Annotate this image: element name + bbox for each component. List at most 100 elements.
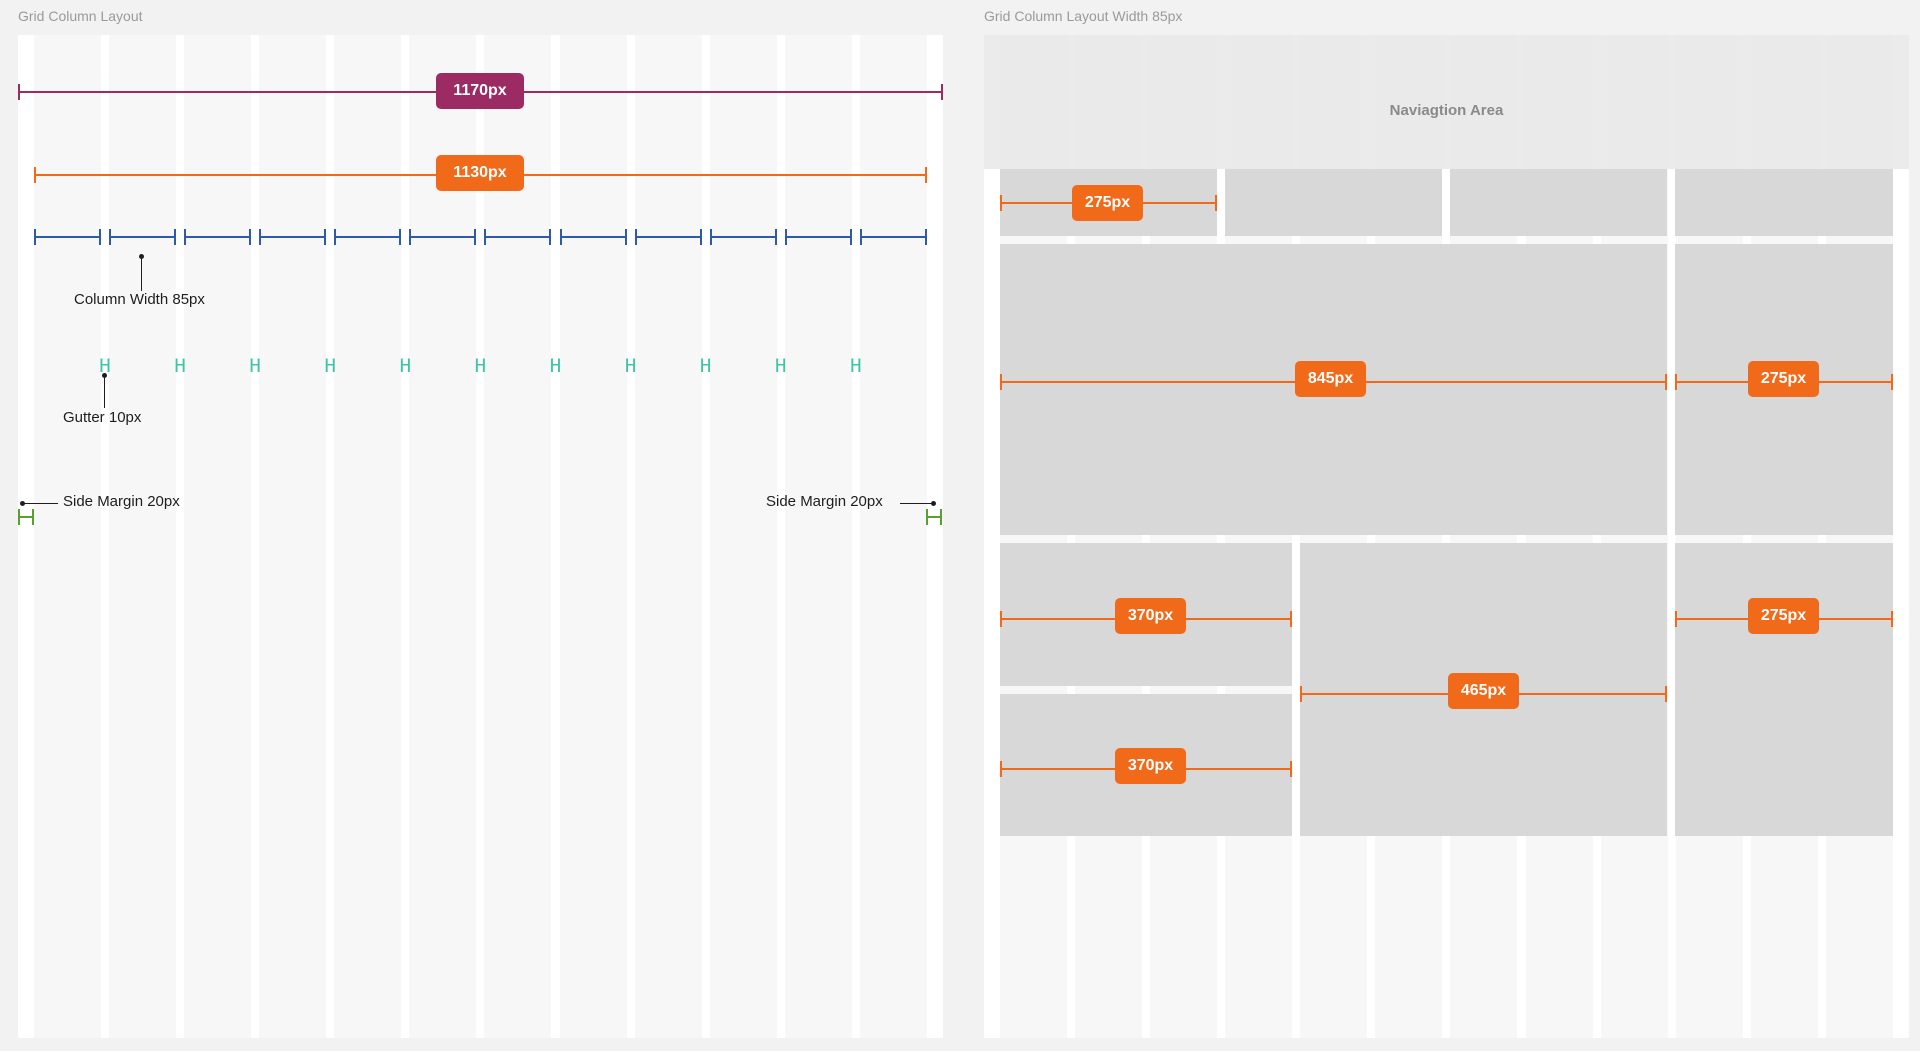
content-block-top-2	[1225, 169, 1442, 236]
container-width-badge: 1130px	[436, 155, 524, 191]
grid-column	[859, 35, 927, 1038]
gutter-pointer-line	[104, 376, 105, 408]
column-width-segment	[784, 236, 852, 238]
grid-column	[184, 35, 252, 1038]
column-width-segment	[184, 236, 252, 238]
gutter-pointer-dot	[102, 373, 107, 378]
left-frame-title: Grid Column Layout	[18, 8, 143, 24]
column-width-segment	[259, 236, 327, 238]
dimension-cap	[1665, 686, 1667, 702]
total-width-badge: 1170px	[436, 73, 524, 109]
column-width-segment	[559, 236, 627, 238]
side-margin-left-cap-a	[18, 509, 20, 525]
column-width-cap	[559, 229, 562, 245]
grid-column	[559, 35, 627, 1038]
column-width-cap	[699, 229, 702, 245]
gutter-marker: H	[699, 355, 712, 377]
grid-column	[409, 35, 477, 1038]
column-width-segment	[409, 236, 477, 238]
column-width-segment	[334, 236, 402, 238]
column-width-cap	[324, 229, 327, 245]
column-width-cap	[34, 229, 36, 245]
column-width-cap	[484, 229, 487, 245]
column-width-cap	[99, 229, 101, 245]
column-width-cap	[634, 229, 637, 245]
gutter-marker: H	[174, 355, 186, 377]
grid-column	[334, 35, 402, 1038]
grid-column	[484, 35, 552, 1038]
dimension-badge: 465px	[1448, 673, 1519, 709]
column-width-segment	[859, 236, 927, 238]
side-margin-right-label: Side Margin 20px	[766, 493, 883, 510]
column-width-segment	[109, 236, 177, 238]
column-width-cap	[709, 229, 712, 245]
right-frame-title: Grid Column Layout Width 85px	[984, 8, 1183, 24]
dimension-cap	[1290, 611, 1292, 627]
dimension-badge: 370px	[1115, 598, 1186, 634]
side-margin-left-dot	[20, 501, 25, 506]
column-width-cap	[624, 229, 627, 245]
column-width-cap	[334, 229, 337, 245]
grid-layout-85px-frame: Naviagtion Area 275px 845px 275px 370px	[984, 35, 1909, 1038]
gutter-marker: H	[549, 355, 562, 377]
gutter-marker: H	[774, 355, 787, 377]
gutter-marker: H	[99, 355, 111, 377]
navigation-area	[984, 35, 1909, 169]
column-width-cap	[174, 229, 177, 245]
dimension-badge: 845px	[1295, 361, 1366, 397]
dimension-cap	[1000, 611, 1002, 627]
column-width-cap	[859, 229, 862, 245]
gutter-marker: H	[474, 355, 487, 377]
dimension-cap	[1665, 374, 1667, 390]
column-width-cap	[774, 229, 777, 245]
column-width-cap	[924, 229, 927, 245]
gutter-marker: H	[850, 355, 862, 377]
content-block-lower-right	[1675, 543, 1893, 836]
dimension-cap	[1891, 611, 1893, 627]
column-width-cap	[399, 229, 402, 245]
navigation-area-label: Naviagtion Area	[1389, 102, 1504, 119]
side-margin-left-line	[19, 516, 33, 518]
dimension-badge: 275px	[1748, 598, 1819, 634]
side-margin-left-pointer-line	[24, 503, 58, 504]
column-width-label: Column Width 85px	[74, 291, 205, 308]
grid-column	[109, 35, 177, 1038]
dimension-cap	[1675, 611, 1677, 627]
gutter-label: Gutter 10px	[63, 409, 142, 426]
column-width-cap	[259, 229, 262, 245]
column-width-cap	[184, 229, 187, 245]
grid-column	[34, 35, 101, 1038]
gutter-marker: H	[324, 355, 336, 377]
grid-column	[709, 35, 777, 1038]
column-width-segment	[634, 236, 702, 238]
side-margin-right-dot	[931, 501, 936, 506]
column-width-segment	[34, 236, 101, 238]
column-width-cap	[784, 229, 787, 245]
column-width-cap	[109, 229, 112, 245]
dimension-cap	[1290, 761, 1292, 777]
column-width-cap	[474, 229, 477, 245]
side-margin-right-cap-a	[926, 509, 928, 525]
grid-column	[634, 35, 702, 1038]
grid-column	[784, 35, 852, 1038]
side-margin-right-pointer-line	[900, 503, 934, 504]
column-width-segment	[709, 236, 777, 238]
dimension-cap	[1675, 374, 1677, 390]
container-width-cap-right	[925, 167, 927, 183]
column-width-segment	[484, 236, 552, 238]
column-width-pointer-dot	[139, 254, 144, 259]
content-block-top-4	[1675, 169, 1893, 236]
column-width-cap	[549, 229, 552, 245]
dimension-cap	[1000, 761, 1002, 777]
grid-column-layout-frame: 1170px 1130px Column Width 85px Gutter 1…	[18, 35, 943, 1038]
column-width-cap	[409, 229, 412, 245]
content-block-top-3	[1450, 169, 1667, 236]
side-margin-right-cap-b	[940, 509, 942, 525]
dimension-badge: 275px	[1748, 361, 1819, 397]
side-margin-left-label: Side Margin 20px	[63, 493, 180, 510]
gutter-marker: H	[399, 355, 412, 377]
dimension-cap	[1300, 686, 1302, 702]
side-margin-right-line	[927, 516, 941, 518]
side-margin-left-cap-b	[32, 509, 34, 525]
dimension-cap	[1215, 195, 1217, 211]
